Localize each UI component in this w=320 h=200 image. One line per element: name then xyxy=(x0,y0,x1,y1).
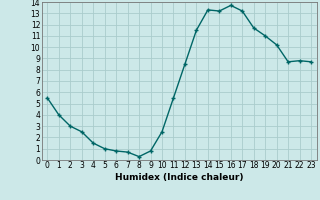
X-axis label: Humidex (Indice chaleur): Humidex (Indice chaleur) xyxy=(115,173,244,182)
